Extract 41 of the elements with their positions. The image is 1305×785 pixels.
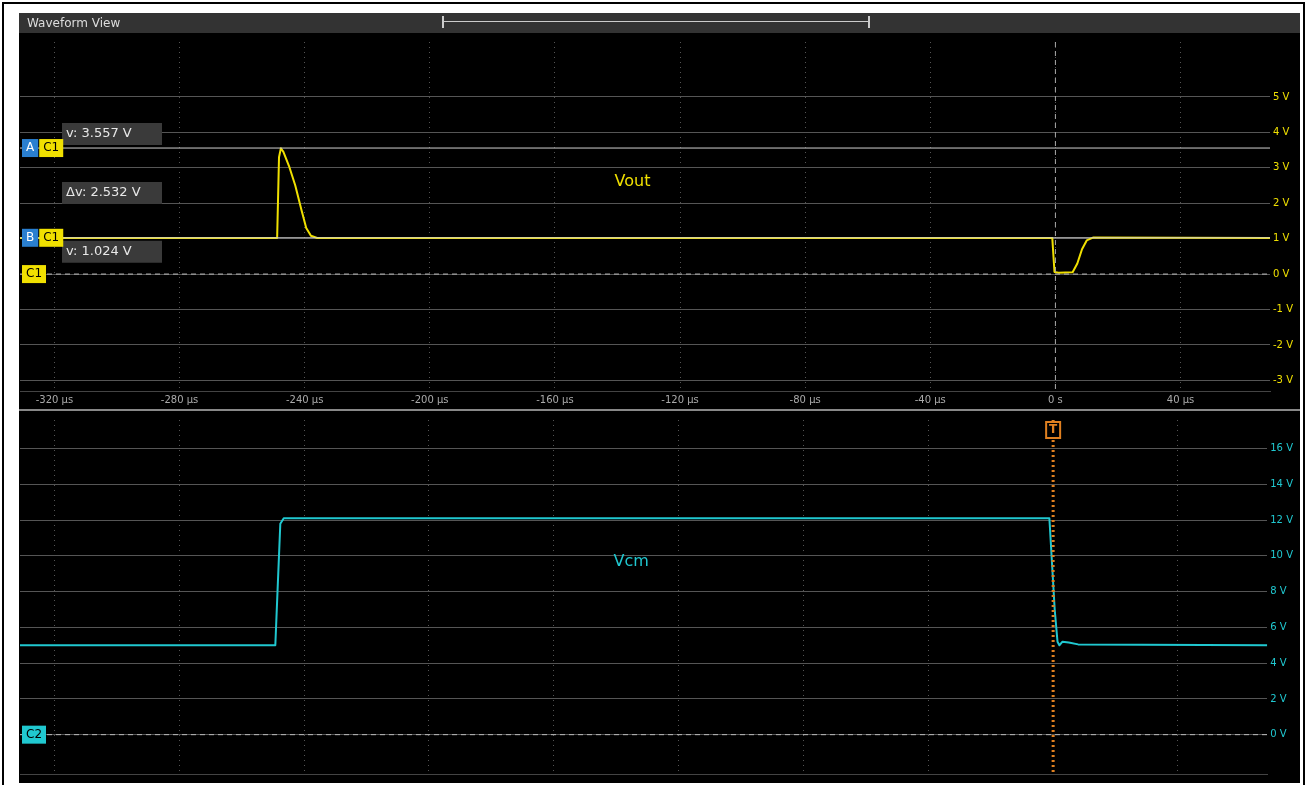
annotation: C1 [43, 229, 60, 244]
y-tick-label: 2 V [1273, 196, 1290, 208]
annotation: A [26, 140, 35, 155]
text: Vcm [613, 550, 649, 570]
y-tick-label: 3 V [1273, 161, 1290, 173]
y-tick-label: 1 V [1273, 232, 1290, 244]
y-tick-label: -3 V [1273, 373, 1294, 385]
y-tick-label: 0 V [1270, 728, 1287, 740]
ref-line-label: T [1049, 422, 1059, 437]
x-tick-label: -200 µs [411, 393, 449, 405]
y-tick-label: 16 V [1270, 442, 1294, 454]
x-tick-label: -80 µs [789, 393, 821, 405]
ref-line-label: v: 3.557 V [66, 125, 132, 141]
y-tick-label: 5 V [1273, 90, 1290, 102]
y-tick-label: 2 V [1270, 692, 1287, 704]
ref-line-label: C2 [26, 726, 43, 741]
annotation: C1 [43, 140, 60, 155]
x-tick-label: -40 µs [914, 393, 946, 405]
x-tick-label: 0 s [1048, 393, 1063, 405]
y-tick-label: 0 V [1273, 267, 1290, 279]
x-tick-label: -120 µs [661, 393, 699, 405]
y-tick-label: 4 V [1273, 125, 1290, 137]
x-tick-label: 40 µs [1166, 393, 1195, 405]
text: Vout [614, 170, 651, 190]
y-tick-label: 6 V [1270, 620, 1287, 632]
y-tick-label: 10 V [1270, 549, 1294, 561]
y-tick-label: 4 V [1270, 656, 1287, 668]
annotation: B [26, 229, 35, 244]
x-tick-label: -280 µs [160, 393, 199, 405]
y-tick-label: 12 V [1270, 513, 1294, 525]
ref-line-label: v: 1.024 V [66, 243, 132, 259]
y-tick-label: 8 V [1270, 585, 1287, 597]
y-tick-label: 14 V [1270, 477, 1294, 489]
y-tick-label: -2 V [1273, 338, 1294, 350]
chart-title: Waveform View [27, 16, 121, 30]
ref-line-label: C1 [26, 266, 43, 281]
y-tick-label: -1 V [1273, 303, 1294, 315]
annotation: Δv: 2.532 V [66, 184, 141, 200]
x-tick-label: -320 µs [35, 393, 74, 405]
x-tick-label: -160 µs [536, 393, 574, 405]
x-tick-label: -240 µs [285, 393, 324, 405]
